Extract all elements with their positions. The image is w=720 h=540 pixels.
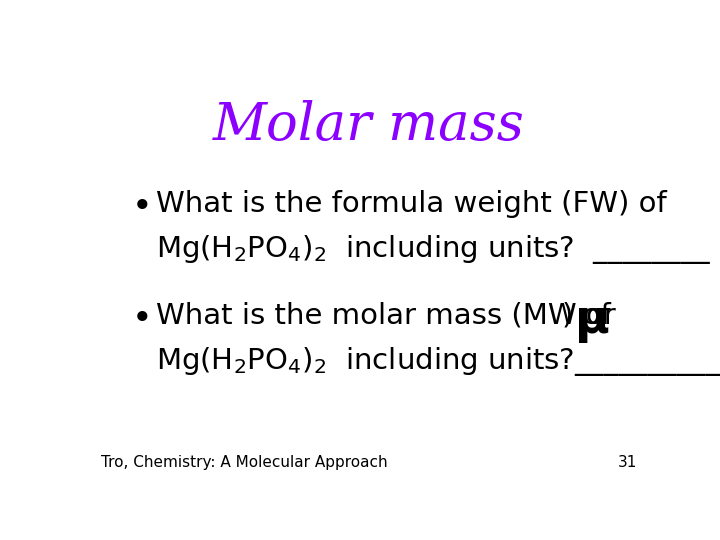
Text: ) of: ) of — [562, 302, 611, 330]
Text: Mg(H$_2$PO$_4$)$_2$  including units?  ________: Mg(H$_2$PO$_4$)$_2$ including units? ___… — [156, 233, 711, 266]
Text: Mg(H$_2$PO$_4$)$_2$  including units?__________: Mg(H$_2$PO$_4$)$_2$ including units?____… — [156, 346, 720, 379]
Text: 31: 31 — [618, 455, 637, 470]
Text: What is the molar mass (MW or: What is the molar mass (MW or — [156, 302, 625, 330]
Text: Tro, Chemistry: A Molecular Approach: Tro, Chemistry: A Molecular Approach — [101, 455, 388, 470]
Text: •: • — [132, 190, 153, 224]
Text: •: • — [132, 302, 153, 336]
Text: Molar mass: Molar mass — [213, 100, 525, 151]
Text: What is the formula weight (FW) of: What is the formula weight (FW) of — [156, 190, 667, 218]
Text: $\mathbf{\mu}$: $\mathbf{\mu}$ — [575, 300, 610, 345]
